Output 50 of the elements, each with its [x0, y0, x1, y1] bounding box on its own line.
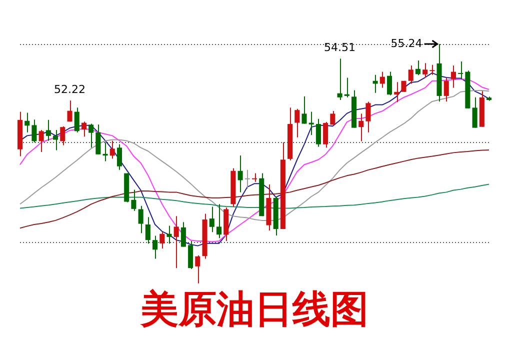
candlestick — [458, 60, 464, 80]
candlestick — [358, 113, 364, 142]
candlestick — [366, 101, 371, 133]
text: 美原油日线图 — [140, 286, 368, 332]
candlestick — [415, 60, 420, 76]
candlestick — [330, 110, 336, 126]
candlestick — [394, 82, 400, 103]
candlestick — [302, 96, 307, 124]
candlestick — [74, 107, 80, 133]
candlestick — [24, 112, 30, 133]
candlestick — [131, 189, 136, 212]
candlestick — [110, 140, 115, 160]
candlestick — [422, 62, 428, 78]
candlestick — [145, 216, 150, 244]
candlestick — [209, 206, 214, 233]
annotation: 55.24 — [390, 36, 422, 50]
candlestick — [238, 155, 243, 193]
candlestick — [316, 118, 321, 148]
candlestick — [430, 64, 435, 76]
candlestick — [160, 232, 165, 249]
candlestick — [188, 240, 194, 270]
candlestick — [195, 254, 200, 284]
candlestick — [116, 144, 122, 170]
candlestick — [450, 65, 456, 88]
candlestick — [138, 205, 144, 234]
candlestick — [444, 77, 449, 102]
candlestick — [88, 123, 94, 148]
candlestick — [180, 222, 186, 248]
candlestick — [216, 204, 222, 239]
candlestick — [244, 169, 250, 190]
candlestick — [60, 126, 66, 146]
candlestick — [152, 235, 158, 260]
candlestick — [46, 119, 51, 142]
candlestick — [32, 119, 37, 143]
candlestick — [53, 129, 58, 151]
candlestick — [380, 71, 385, 88]
candlestick — [174, 216, 179, 269]
candlestick — [408, 65, 414, 84]
candlestick — [294, 108, 300, 138]
annotation: 54.51 — [324, 40, 356, 54]
annotation: 52.22 — [54, 82, 86, 96]
candlestick — [337, 58, 342, 101]
candlestick — [67, 100, 72, 122]
candlestick — [323, 122, 328, 148]
candlestick — [38, 129, 44, 152]
candlestick — [96, 124, 101, 155]
candlestick — [166, 225, 172, 244]
candlestick — [472, 96, 478, 128]
candlestick — [81, 121, 86, 138]
candlestick — [386, 71, 392, 96]
